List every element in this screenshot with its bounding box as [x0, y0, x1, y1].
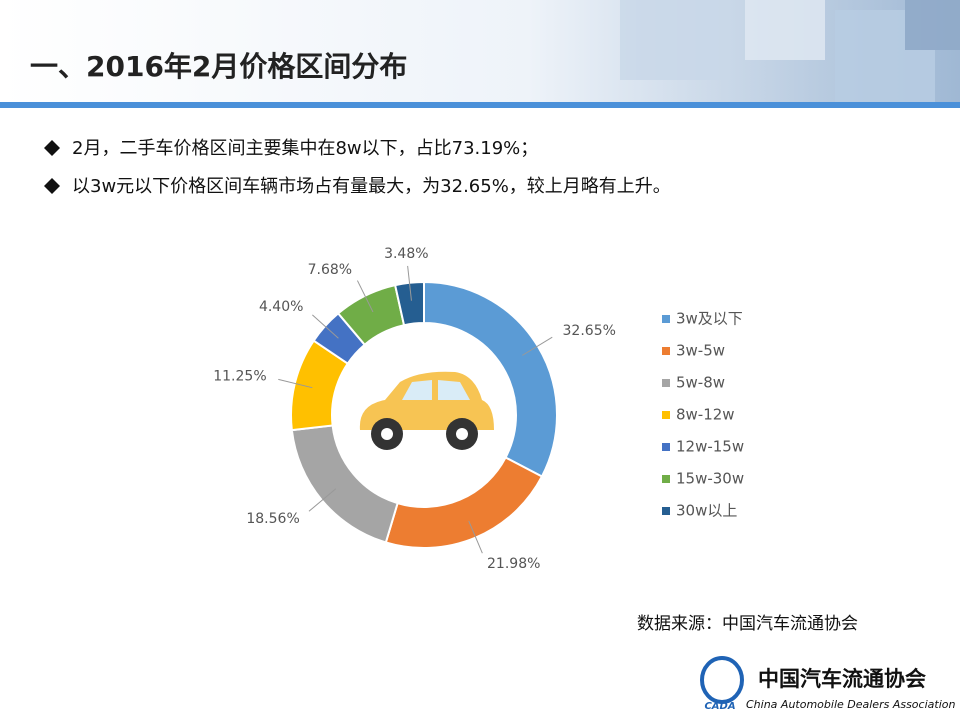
header-decoration	[620, 0, 960, 104]
car-icon	[359, 371, 494, 450]
bullet-icon	[44, 178, 60, 194]
data-label: 4.40%	[259, 299, 303, 315]
leader-line	[278, 378, 313, 389]
leader-line	[407, 265, 412, 301]
donut-segment	[393, 280, 425, 327]
bullet-text: 以3w元以下价格区间车辆市场占有量最大，为32.65%，较上月略有上升。	[72, 176, 671, 197]
leader-line	[308, 488, 337, 512]
legend-swatch	[662, 411, 670, 419]
leader-line	[468, 520, 483, 554]
logo-english: China Automobile Dealers Association	[746, 698, 955, 711]
legend-label: 5w-8w	[676, 374, 725, 392]
source-note: 数据来源：中国汽车流通协会	[637, 614, 858, 634]
logo-name: 中国汽车流通协会	[758, 667, 926, 691]
legend-swatch	[662, 507, 670, 515]
leader-line	[522, 336, 553, 356]
donut-chart: 32.65% 21.98% 18.56% 11.25% 4.40% 7.68% 3.48% 3…	[213, 246, 744, 572]
legend-swatch	[662, 347, 670, 355]
legend-swatch	[662, 443, 670, 451]
data-label: 32.65%	[563, 323, 616, 339]
legend-swatch	[662, 379, 670, 387]
slide-title: 一、2016年2月价格区间分布	[30, 50, 407, 83]
logo: CADA 中国汽车流通协会 China Automobile Dealers A…	[700, 656, 955, 712]
legend-swatch	[662, 315, 670, 323]
data-label: 3.48%	[384, 246, 428, 262]
data-label: 21.98%	[487, 556, 540, 572]
data-label: 11.25%	[213, 369, 266, 385]
legend-swatch	[662, 475, 670, 483]
legend-label: 3w-5w	[676, 342, 725, 360]
data-label: 18.56%	[246, 511, 299, 527]
logo-abbr: CADA	[704, 701, 735, 712]
leader-line	[356, 280, 374, 313]
bullet-text: 2月，二手车价格区间主要集中在8w以下，占比73.19%；	[72, 138, 538, 159]
legend-label: 12w-15w	[676, 438, 744, 456]
data-label: 7.68%	[308, 262, 352, 278]
donut-segment	[423, 280, 558, 478]
legend-label: 8w-12w	[676, 406, 735, 424]
legend-label: 3w及以下	[676, 310, 743, 328]
donut-segment	[384, 456, 544, 549]
bullet-icon	[44, 140, 60, 156]
legend-label: 15w-30w	[676, 470, 744, 488]
header-rule	[0, 102, 960, 108]
legend-label: 30w以上	[676, 502, 737, 520]
leader-line	[312, 314, 339, 339]
